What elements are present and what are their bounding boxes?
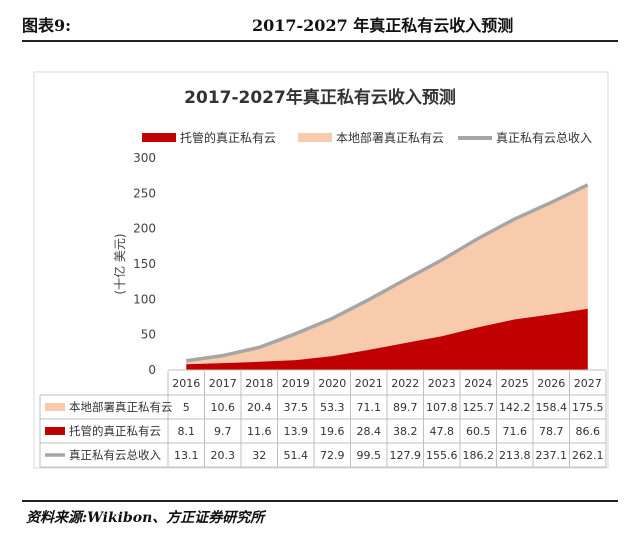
y-axis-label: (十亿 美元): [112, 233, 127, 294]
table-cell: 5: [183, 401, 190, 414]
table-row: 托管的真正私有云 8.1 9.7 11.6 13.9 19.6 28.4 38.2 47.8 60…: [45, 424, 600, 438]
table-cell: 71.6: [503, 425, 528, 438]
table-cell: 213.8: [499, 449, 531, 462]
table-cell: 158.4: [536, 401, 568, 414]
x-category-label: 2022: [391, 377, 419, 390]
x-category-label: 2025: [501, 377, 529, 390]
x-category-label: 2024: [464, 377, 492, 390]
x-category-label: 2026: [537, 377, 565, 390]
plot-area: [168, 183, 606, 371]
area-onprem-private-cloud: [186, 184, 588, 365]
table-cell: 20.4: [247, 401, 272, 414]
y-tick-label: 0: [148, 363, 156, 377]
y-tick-label: 150: [133, 257, 156, 271]
row-legend-key: [45, 403, 65, 411]
table-cell: 19.6: [320, 425, 345, 438]
row-label: 真正私有云总收入: [69, 448, 161, 462]
row-label: 本地部署真正私有云: [69, 400, 173, 414]
legend-swatch: [142, 133, 176, 142]
table-cell: 51.4: [284, 449, 309, 462]
table-row: 本地部署真正私有云 5 10.6 20.4 37.5 53.3 71.1 89.7 107.8 1…: [45, 400, 604, 414]
table-cell: 107.8: [426, 401, 458, 414]
y-tick-label: 250: [133, 186, 156, 200]
table-cell: 60.5: [466, 425, 491, 438]
legend-label: 托管的真正私有云: [180, 130, 276, 145]
table-cell: 71.1: [357, 401, 382, 414]
table-cell: 53.3: [320, 401, 345, 414]
legend-item-3: 真正私有云总收入: [458, 131, 592, 145]
figure-label: 图表9:: [22, 16, 72, 35]
y-tick-label: 50: [141, 328, 156, 342]
table-cell: 47.8: [430, 425, 455, 438]
table-cell: 8.1: [178, 425, 196, 438]
table-cell: 175.5: [572, 401, 604, 414]
table-cell: 13.1: [174, 449, 199, 462]
table-cell: 86.6: [576, 425, 601, 438]
table-cell: 10.6: [211, 401, 236, 414]
chart-title: 2017-2027年真正私有云收入预测: [184, 87, 456, 108]
table-cell: 37.5: [284, 401, 309, 414]
legend-label: 真正私有云总收入: [496, 131, 592, 145]
bottom-rule: [22, 500, 618, 502]
legend-swatch: [298, 133, 332, 142]
area-hosted-private-cloud: [186, 308, 588, 370]
table-cell: 28.4: [357, 425, 382, 438]
x-category-label: 2019: [282, 377, 310, 390]
row-label: 托管的真正私有云: [69, 424, 161, 438]
line-total-revenue: [186, 183, 589, 363]
x-category-label: 2016: [172, 377, 200, 390]
data-table: 2016 2017 2018 2019 2020 2021 2022 2023 2024 2025…: [39, 371, 607, 468]
table-cell: 32: [252, 449, 266, 462]
y-tick-label: 100: [133, 292, 156, 306]
x-category-label: 2020: [318, 377, 346, 390]
table-cell: 127.9: [390, 449, 422, 462]
table-cell: 11.6: [247, 425, 272, 438]
table-cell: 125.7: [463, 401, 495, 414]
source-note: 资料来源:Wikibon、方正证券研究所: [26, 510, 265, 526]
table-cell: 38.2: [393, 425, 418, 438]
legend: 托管的真正私有云 本地部署真正私有云 真正私有云总收入: [142, 130, 592, 145]
table-cell: 78.7: [539, 425, 564, 438]
table-cell: 13.9: [284, 425, 309, 438]
table-cell: 262.1: [572, 449, 604, 462]
y-tick-label: 300: [133, 151, 156, 165]
table-cell: 89.7: [393, 401, 418, 414]
x-category-label: 2017: [209, 377, 237, 390]
x-category-label: 2021: [355, 377, 383, 390]
figure-header: 图表9: 2017-2027 年真正私有云收入预测: [22, 8, 618, 38]
x-category-label: 2027: [574, 377, 602, 390]
top-rule: [22, 40, 618, 42]
x-category-label: 2023: [428, 377, 456, 390]
table-row: 真正私有云总收入 13.1 20.3 32 51.4 72.9 99.5 127.9 155.6…: [45, 448, 604, 462]
table-cell: 237.1: [536, 449, 568, 462]
table-cell: 72.9: [320, 449, 345, 462]
figure-title: 2017-2027 年真正私有云收入预测: [252, 16, 514, 35]
y-tick-label: 200: [133, 222, 156, 236]
table-cell: 20.3: [211, 449, 236, 462]
legend-item-2: 本地部署真正私有云: [298, 130, 444, 145]
legend-item-1: 托管的真正私有云: [142, 130, 276, 145]
table-cell: 155.6: [426, 449, 458, 462]
row-legend-key: [45, 427, 65, 435]
table-cell: 142.2: [499, 401, 531, 414]
y-axis: 0 50 100 150 200 250 300: [133, 151, 156, 377]
table-cell: 186.2: [463, 449, 495, 462]
table-cell: 9.7: [214, 425, 232, 438]
table-cell: 99.5: [357, 449, 382, 462]
x-category-label: 2018: [245, 377, 273, 390]
legend-label: 本地部署真正私有云: [336, 130, 444, 145]
